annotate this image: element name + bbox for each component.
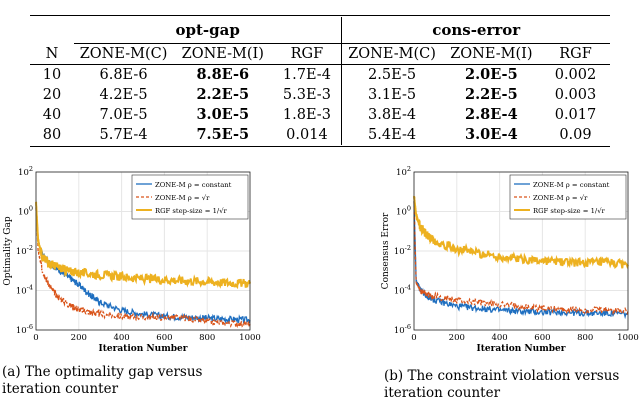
plot-frame (413, 171, 629, 331)
legend-label: ZONE-M ρ = constant (533, 181, 610, 189)
x-tick-label: 800 (199, 333, 215, 343)
cell: 5.7E-4 (99, 127, 148, 143)
y-tick-label: 10-2 (394, 244, 411, 257)
x-tick-label: 400 (491, 333, 507, 343)
group-opt-gap: opt-gap (73, 17, 342, 44)
consensus-error-chart: 0 200 400 600 800 1000 10-6 10-4 10-2 100 102 Itera… (381, 165, 639, 354)
table-bottom-rule (30, 146, 610, 147)
legend-label: RGF step-size = 1/√r (533, 207, 606, 215)
cell-best: 8.8E-6 (196, 66, 250, 83)
cell-n: 40 (42, 107, 62, 123)
cell: 6.8E-6 (99, 67, 148, 83)
y-tick-label: 100 (18, 205, 33, 218)
legend-label: ZONE-M ρ = √r (155, 194, 210, 202)
y-tick-label: 10-4 (394, 284, 411, 297)
table-row: 80 5.7E-4 7.5E-5 0.014 5.4E-4 3.0E-4 0.0… (30, 125, 610, 145)
caption-a: (a) The optimality gap versus iteration … (2, 364, 264, 398)
y-tick-label: 10-4 (16, 284, 33, 297)
cell-n: 20 (42, 87, 62, 103)
cell-best: 7.5E-5 (196, 126, 250, 143)
x-tick-label: 400 (113, 333, 129, 343)
x-tick-label: 600 (156, 333, 172, 343)
cell: 0.09 (559, 127, 592, 143)
series-line (413, 200, 629, 320)
col-header: ZONE-M(C) (73, 43, 174, 65)
col-header: RGF (272, 43, 342, 65)
cell: 4.2E-5 (99, 87, 148, 103)
x-tick-label: 0 (411, 333, 416, 343)
series-line (35, 201, 251, 290)
col-header: RGF (540, 43, 610, 65)
cell-best: 2.2E-5 (465, 86, 518, 103)
y-tick-label: 10-6 (16, 323, 33, 336)
col-header: N (30, 43, 74, 65)
y-axis-label: Consensus Error (381, 212, 391, 289)
cell: 0.014 (286, 127, 328, 143)
x-tick-label: 1000 (239, 333, 261, 343)
x-axis-label: Iteration Number (477, 344, 566, 354)
col-header: ZONE-M(I) (173, 43, 273, 65)
cell: 1.8E-3 (282, 107, 331, 123)
caption-label: (a) (2, 364, 21, 380)
cell-best: 3.0E-5 (196, 106, 250, 123)
legend-label: ZONE-M ρ = √r (533, 194, 588, 202)
results-table: opt-gap cons-error N ZONE-M(C) ZONE-M(I)… (30, 17, 610, 145)
col-header: ZONE-M(C) (341, 43, 442, 65)
cell-best: 2.0E-5 (465, 66, 518, 83)
y-tick-label: 10-2 (16, 244, 33, 257)
caption-text: The optimality gap versus iteration coun… (2, 364, 203, 397)
y-tick-label: 102 (18, 165, 33, 178)
cell-best: 2.2E-5 (196, 86, 250, 103)
cell: 1.7E-4 (282, 67, 331, 83)
caption-b: (b) The constraint violation versus iter… (384, 368, 640, 402)
table-header-row: N ZONE-M(C) ZONE-M(I) RGF ZONE-M(C) ZONE… (30, 43, 610, 65)
legend-label: RGF step-size = 1/√r (155, 207, 228, 215)
cell: 0.003 (554, 87, 597, 103)
cell: 2.5E-5 (341, 64, 442, 85)
cell: 0.017 (554, 107, 597, 123)
y-tick-label: 100 (396, 205, 411, 218)
series-line (35, 206, 251, 325)
col-header: ZONE-M(I) (441, 43, 541, 65)
x-tick-label: 200 (449, 333, 465, 343)
table-row: 20 4.2E-5 2.2E-5 5.3E-3 3.1E-5 2.2E-5 0.… (30, 85, 610, 105)
x-tick-label: 600 (534, 333, 550, 343)
group-cons-error: cons-error (341, 17, 610, 44)
plot-frame (35, 171, 251, 331)
x-axis-label: Iteration Number (99, 344, 188, 354)
x-tick-label: 1000 (617, 333, 639, 343)
table-row: 10 6.8E-6 8.8E-6 1.7E-4 2.5E-5 2.0E-5 0.… (30, 64, 610, 85)
cell-best: 3.0E-4 (465, 126, 518, 143)
y-tick-label: 102 (396, 165, 411, 178)
x-tick-label: 800 (577, 333, 593, 343)
cell: 5.3E-3 (282, 87, 331, 103)
optimality-gap-chart: 0 200 400 600 800 1000 10-6 10-4 10-2 100 102 Itera… (3, 165, 261, 354)
caption-text: The constraint violation versus iteratio… (384, 368, 620, 401)
series-line (35, 208, 251, 329)
cell-n: 10 (42, 67, 62, 83)
series-line (413, 201, 629, 316)
x-tick-label: 0 (33, 333, 38, 343)
legend-label: ZONE-M ρ = constant (155, 181, 232, 189)
caption-label: (b) (384, 368, 404, 384)
cell-best: 2.8E-4 (465, 106, 518, 123)
cell: 0.002 (554, 67, 597, 83)
series-line (413, 195, 629, 269)
y-axis-label: Optimality Gap (3, 216, 13, 285)
cell: 7.0E-5 (99, 107, 148, 123)
x-tick-label: 200 (71, 333, 87, 343)
y-tick-label: 10-6 (394, 323, 411, 336)
table-top-rule (30, 15, 610, 16)
cell: 3.8E-4 (341, 105, 442, 125)
cell: 3.1E-5 (341, 85, 442, 105)
cell: 5.4E-4 (341, 125, 442, 145)
table-row: 40 7.0E-5 3.0E-5 1.8E-3 3.8E-4 2.8E-4 0.… (30, 105, 610, 125)
cell-n: 80 (42, 127, 62, 143)
table-group-row: opt-gap cons-error (30, 17, 610, 44)
